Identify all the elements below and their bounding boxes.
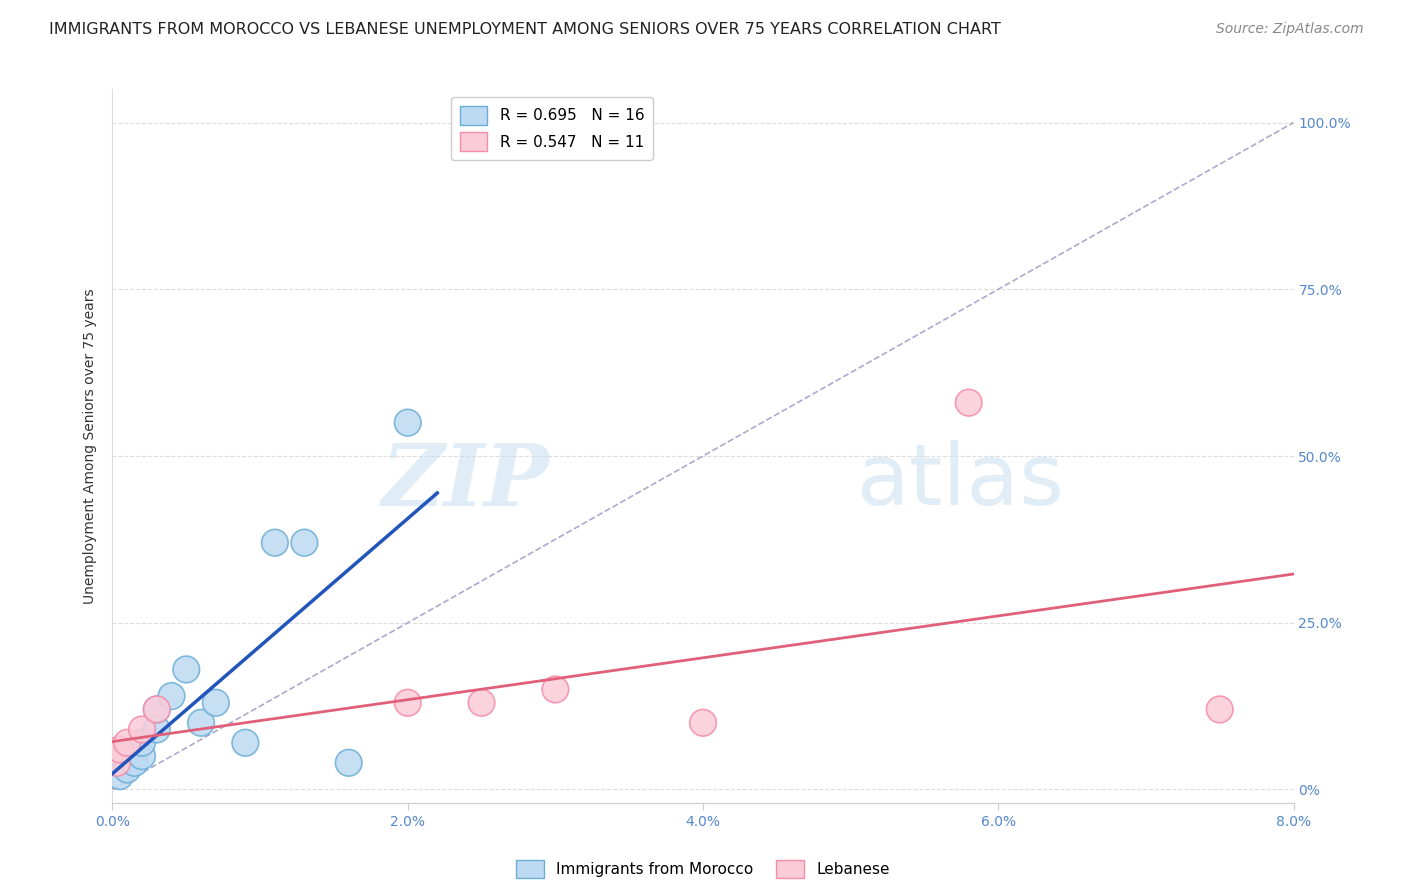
- Ellipse shape: [129, 730, 155, 756]
- Text: ZIP: ZIP: [381, 440, 550, 524]
- Legend: Immigrants from Morocco, Lebanese: Immigrants from Morocco, Lebanese: [510, 854, 896, 884]
- Ellipse shape: [107, 736, 134, 763]
- Text: atlas: atlas: [856, 440, 1064, 524]
- Ellipse shape: [159, 682, 184, 709]
- Ellipse shape: [395, 409, 420, 436]
- Ellipse shape: [143, 716, 170, 743]
- Ellipse shape: [104, 749, 131, 776]
- Ellipse shape: [956, 389, 981, 416]
- Ellipse shape: [543, 676, 568, 703]
- Legend: R = 0.695   N = 16, R = 0.547   N = 11: R = 0.695 N = 16, R = 0.547 N = 11: [451, 97, 654, 160]
- Ellipse shape: [107, 763, 134, 789]
- Ellipse shape: [143, 696, 170, 723]
- Ellipse shape: [202, 690, 229, 716]
- Y-axis label: Unemployment Among Seniors over 75 years: Unemployment Among Seniors over 75 years: [83, 288, 97, 604]
- Ellipse shape: [336, 749, 361, 776]
- Ellipse shape: [395, 690, 420, 716]
- Ellipse shape: [173, 657, 200, 682]
- Ellipse shape: [291, 529, 318, 556]
- Ellipse shape: [468, 690, 495, 716]
- Ellipse shape: [114, 756, 141, 783]
- Ellipse shape: [129, 716, 155, 743]
- Ellipse shape: [232, 730, 259, 756]
- Ellipse shape: [1206, 696, 1233, 723]
- Ellipse shape: [690, 709, 716, 736]
- Ellipse shape: [114, 730, 141, 756]
- Ellipse shape: [143, 696, 170, 723]
- Ellipse shape: [129, 743, 155, 770]
- Text: Source: ZipAtlas.com: Source: ZipAtlas.com: [1216, 22, 1364, 37]
- Ellipse shape: [262, 529, 288, 556]
- Ellipse shape: [121, 749, 148, 776]
- Ellipse shape: [188, 709, 214, 736]
- Text: IMMIGRANTS FROM MOROCCO VS LEBANESE UNEMPLOYMENT AMONG SENIORS OVER 75 YEARS COR: IMMIGRANTS FROM MOROCCO VS LEBANESE UNEM…: [49, 22, 1001, 37]
